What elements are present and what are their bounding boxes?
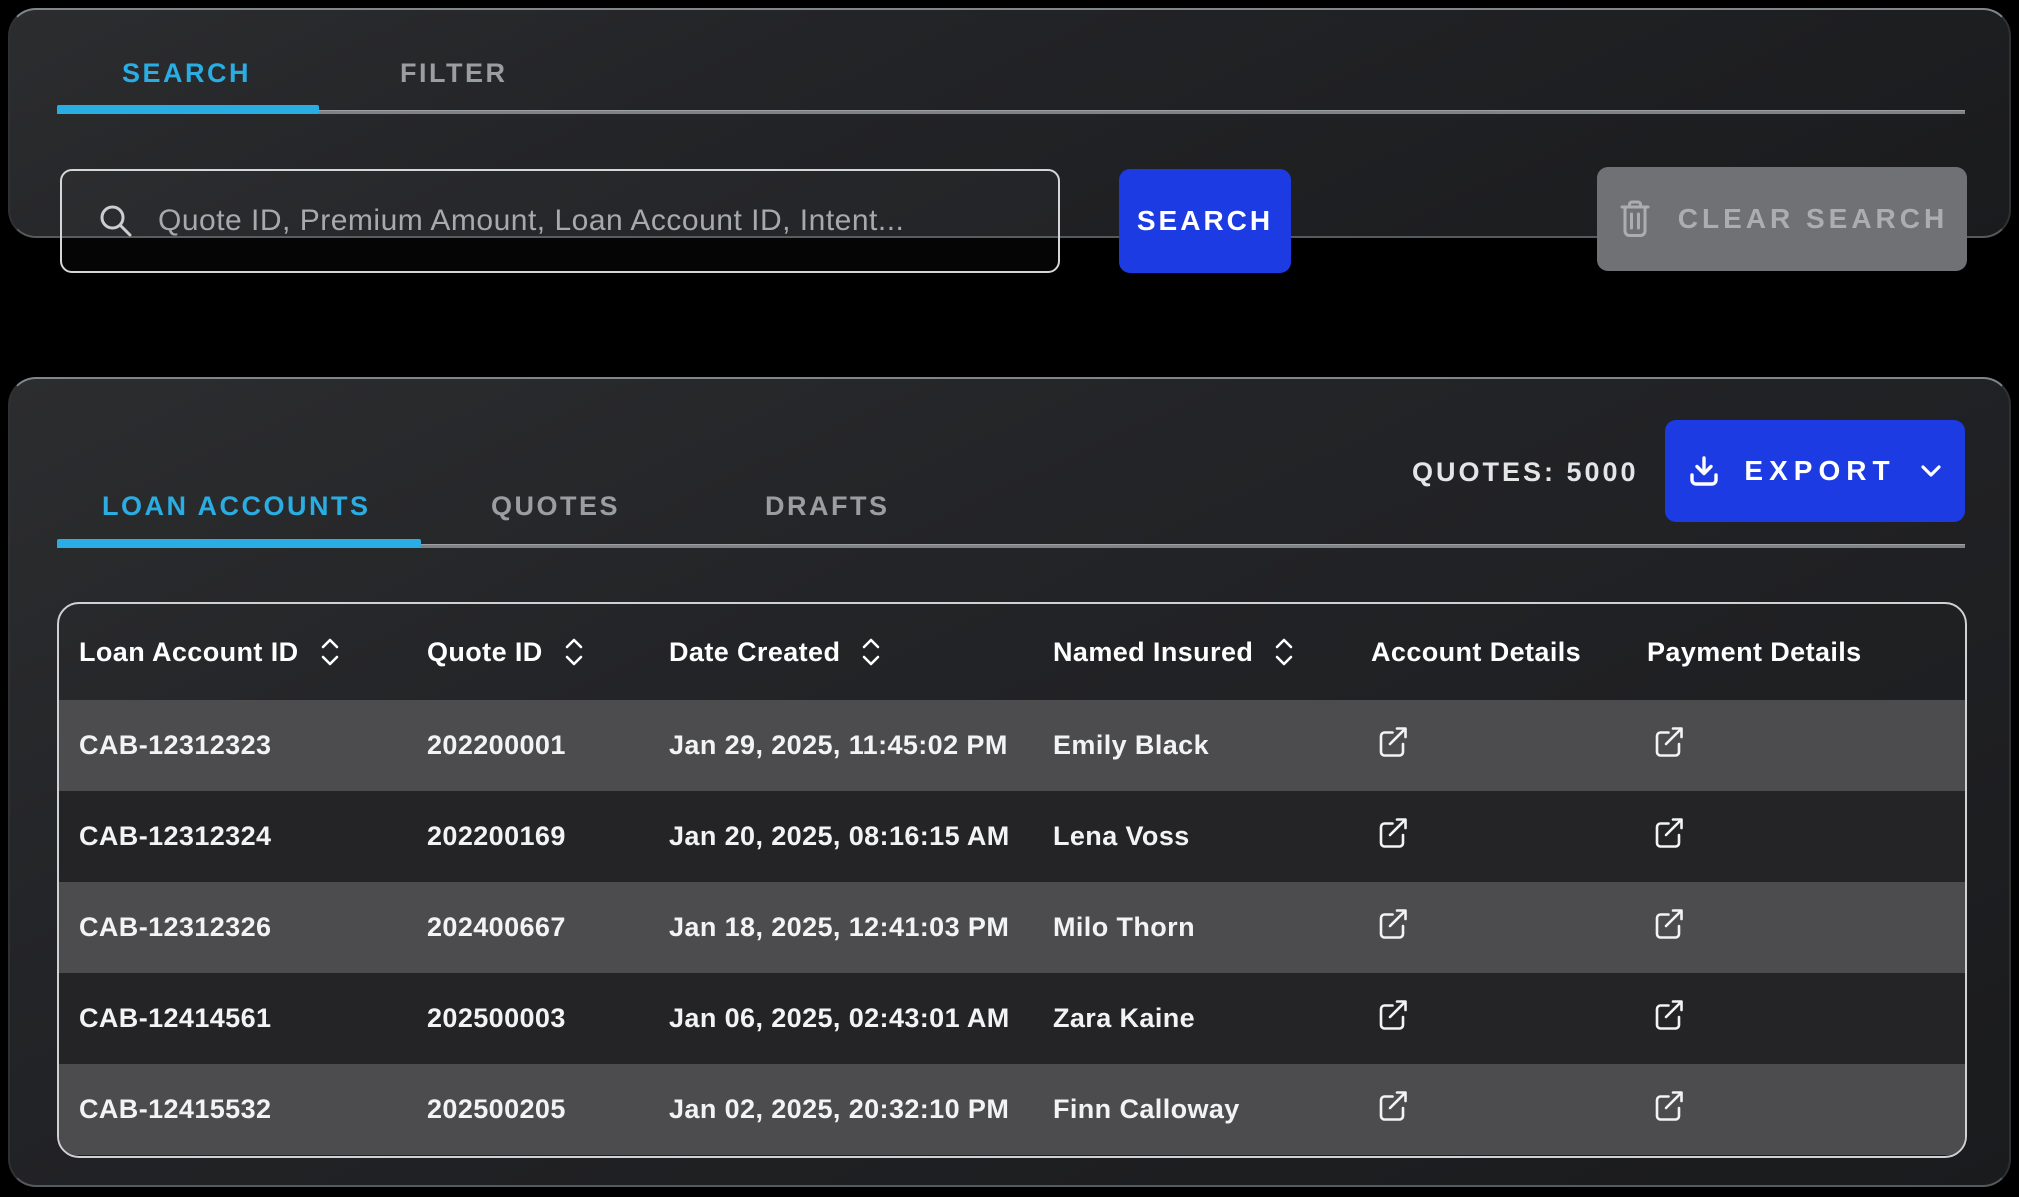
search-input[interactable] <box>158 204 1058 238</box>
tab-drafts[interactable]: DRAFTS <box>765 491 890 521</box>
external-link-icon[interactable] <box>1373 905 1411 943</box>
export-button[interactable]: EXPORT <box>1665 420 1965 522</box>
column-header-account-details: Account Details <box>1351 637 1627 668</box>
table-row[interactable]: CAB-12414561 202500003 Jan 06, 2025, 02:… <box>59 973 1965 1064</box>
sort-icon[interactable] <box>563 636 585 668</box>
payment-details-cell <box>1627 814 1965 859</box>
external-link-icon[interactable] <box>1649 723 1687 761</box>
column-label: Quote ID <box>427 636 543 667</box>
active-tab-indicator <box>57 105 319 114</box>
tab-search[interactable]: SEARCH <box>122 58 252 88</box>
loan-account-id-cell: CAB-12312324 <box>79 821 272 851</box>
clear-search-label: CLEAR SEARCH <box>1677 203 1949 234</box>
external-link-icon[interactable] <box>1373 814 1411 852</box>
date-created-cell: Jan 20, 2025, 08:16:15 AM <box>669 821 1010 851</box>
quote-id-cell: 202400667 <box>427 912 566 942</box>
named-insured-cell: Zara Kaine <box>1053 1003 1196 1033</box>
payment-details-cell <box>1627 996 1965 1041</box>
table-body: CAB-12312323 202200001 Jan 29, 2025, 11:… <box>59 700 1965 1155</box>
named-insured-cell: Finn Calloway <box>1053 1094 1240 1124</box>
date-created-cell: Jan 02, 2025, 20:32:10 PM <box>669 1094 1010 1124</box>
column-header-named-insured[interactable]: Named Insured <box>1033 636 1351 668</box>
quote-id-cell: 202500205 <box>427 1094 566 1124</box>
quote-id-cell: 202200001 <box>427 730 566 760</box>
column-label: Account Details <box>1371 636 1582 667</box>
search-icon <box>96 201 136 241</box>
sort-icon[interactable] <box>860 636 882 668</box>
table-header-row: Loan Account ID Quote ID <box>59 604 1965 700</box>
account-details-cell <box>1351 814 1627 859</box>
account-details-cell <box>1351 905 1627 950</box>
sort-icon[interactable] <box>319 636 341 668</box>
external-link-icon[interactable] <box>1373 723 1411 761</box>
account-details-cell <box>1351 996 1627 1041</box>
tab-loan-accounts[interactable]: LOAN ACCOUNTS <box>102 491 371 521</box>
external-link-icon[interactable] <box>1373 1087 1411 1125</box>
table-row[interactable]: CAB-12312323 202200001 Jan 29, 2025, 11:… <box>59 700 1965 791</box>
tab-quotes[interactable]: QUOTES <box>491 491 621 521</box>
active-tab-indicator <box>57 539 421 548</box>
named-insured-cell: Milo Thorn <box>1053 912 1195 942</box>
sort-icon[interactable] <box>1273 636 1295 668</box>
column-label: Payment Details <box>1647 636 1862 667</box>
date-created-cell: Jan 06, 2025, 02:43:01 AM <box>669 1003 1010 1033</box>
payment-details-cell <box>1627 723 1965 768</box>
search-button[interactable]: SEARCH <box>1119 169 1291 273</box>
account-details-cell <box>1351 723 1627 768</box>
search-field-wrapper <box>60 169 1060 273</box>
loan-account-id-cell: CAB-12312323 <box>79 730 272 760</box>
export-label: EXPORT <box>1744 455 1896 486</box>
quote-id-cell: 202200169 <box>427 821 566 851</box>
external-link-icon[interactable] <box>1373 996 1411 1034</box>
results-panel: QUOTES: 5000 EXPORT LOAN ACCOUNTS QUOTES… <box>8 377 2011 1187</box>
loan-account-id-cell: CAB-12312326 <box>79 912 272 942</box>
tabs-divider <box>57 545 1965 548</box>
date-created-cell: Jan 18, 2025, 12:41:03 PM <box>669 912 1010 942</box>
column-header-payment-details: Payment Details <box>1627 637 1965 668</box>
payment-details-cell <box>1627 905 1965 950</box>
download-icon <box>1686 453 1722 489</box>
payment-details-cell <box>1627 1087 1965 1132</box>
loan-account-id-cell: CAB-12415532 <box>79 1094 272 1124</box>
external-link-icon[interactable] <box>1649 996 1687 1034</box>
tabs-divider <box>57 111 1965 114</box>
column-header-date-created[interactable]: Date Created <box>649 636 1033 668</box>
loan-account-id-cell: CAB-12414561 <box>79 1003 272 1033</box>
quote-id-cell: 202500003 <box>427 1003 566 1033</box>
date-created-cell: Jan 29, 2025, 11:45:02 PM <box>669 730 1008 760</box>
external-link-icon[interactable] <box>1649 1087 1687 1125</box>
chevron-down-icon <box>1918 462 1944 480</box>
external-link-icon[interactable] <box>1649 814 1687 852</box>
column-header-loan-account-id[interactable]: Loan Account ID <box>59 636 407 668</box>
column-label: Loan Account ID <box>79 636 299 667</box>
table-row[interactable]: CAB-12312324 202200169 Jan 20, 2025, 08:… <box>59 791 1965 882</box>
column-label: Named Insured <box>1053 636 1254 667</box>
table-row[interactable]: CAB-12312326 202400667 Jan 18, 2025, 12:… <box>59 882 1965 973</box>
external-link-icon[interactable] <box>1649 905 1687 943</box>
column-header-quote-id[interactable]: Quote ID <box>407 636 649 668</box>
named-insured-cell: Lena Voss <box>1053 821 1190 851</box>
named-insured-cell: Emily Black <box>1053 730 1209 760</box>
quotes-count-label: QUOTES: 5000 <box>1412 457 1639 487</box>
search-panel: SEARCH FILTER SEARCH <box>8 8 2011 273</box>
tab-filter[interactable]: FILTER <box>400 58 508 88</box>
loan-accounts-table: Loan Account ID Quote ID <box>57 602 1967 1158</box>
column-label: Date Created <box>669 636 841 667</box>
trash-icon <box>1616 198 1654 240</box>
account-details-cell <box>1351 1087 1627 1132</box>
clear-search-button[interactable]: CLEAR SEARCH <box>1597 167 1967 271</box>
table-row[interactable]: CAB-12415532 202500205 Jan 02, 2025, 20:… <box>59 1064 1965 1155</box>
